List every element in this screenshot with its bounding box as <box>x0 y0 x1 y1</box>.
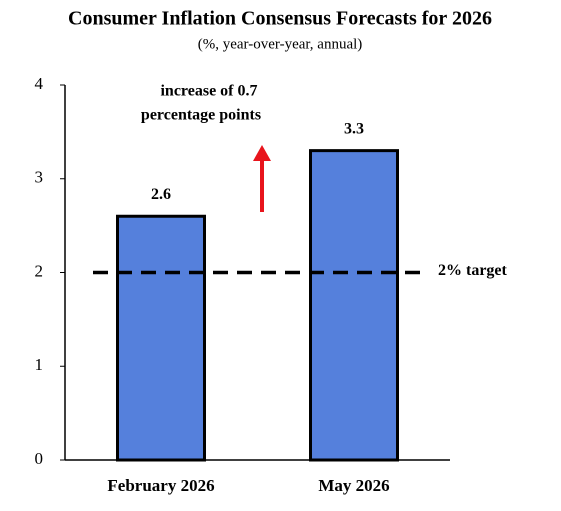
chart-title: Consumer Inflation Consensus Forecasts f… <box>68 8 492 30</box>
y-tick-label: 0 <box>35 449 44 468</box>
y-tick-label: 3 <box>35 168 44 187</box>
bar <box>116 214 206 462</box>
annotation: increase of 0.7 <box>160 83 257 100</box>
value-label: 2.6 <box>151 186 171 203</box>
y-tick-label: 2 <box>35 261 44 280</box>
arrow-head <box>253 145 271 161</box>
y-tick-label: 4 <box>35 74 44 93</box>
x-tick-label: May 2026 <box>318 476 389 495</box>
reference-label: 2% target <box>438 262 508 279</box>
bar <box>309 149 399 462</box>
y-tick-label: 1 <box>35 355 44 374</box>
value-label: 3.3 <box>344 120 364 137</box>
annotation: percentage points <box>141 107 261 124</box>
chart-subtitle: (%, year-over-year, annual) <box>198 36 363 52</box>
x-tick-label: February 2026 <box>107 476 214 495</box>
